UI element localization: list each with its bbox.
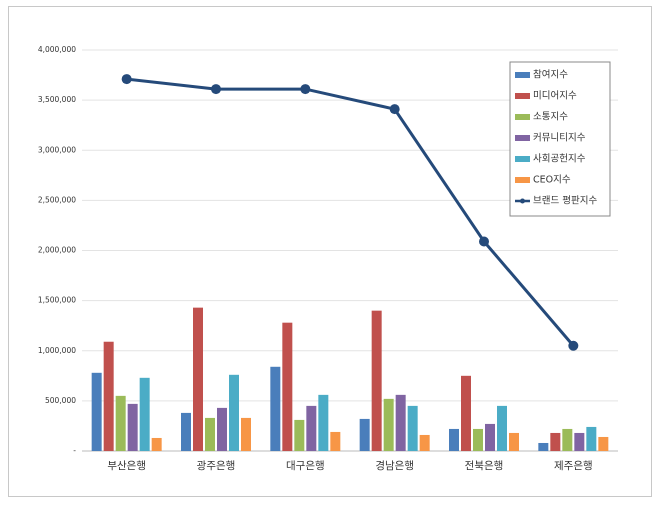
bar — [241, 417, 251, 451]
y-tick-label: 2,000,000 — [38, 246, 76, 255]
bar — [127, 403, 138, 451]
y-tick-label: - — [73, 446, 76, 455]
bar — [229, 374, 239, 451]
legend-label: 참여지수 — [533, 69, 568, 81]
line-point — [300, 84, 311, 95]
line-point — [479, 236, 489, 247]
legend-label: CEO지수 — [533, 175, 571, 186]
bar — [383, 398, 394, 451]
bar — [205, 417, 215, 451]
line — [126, 77, 575, 347]
y-tick-label: 500,000 — [45, 396, 76, 405]
y-tick-label: 1,500,000 — [38, 296, 76, 305]
y-tick-label: 3,000,000 — [38, 145, 76, 154]
legend-swatch — [515, 135, 530, 141]
bar — [371, 310, 382, 451]
x-tick-label: 광주은행 — [197, 460, 236, 472]
bar — [306, 405, 317, 451]
legend-label: 사회공헌지수 — [533, 154, 586, 165]
bar — [407, 405, 418, 451]
bar — [419, 434, 430, 451]
legend-swatch — [515, 177, 530, 183]
bar — [550, 432, 561, 451]
x-tick-label: 대구은행 — [286, 460, 325, 472]
line-point — [121, 74, 132, 85]
legend-label: 커뮤니티지수 — [533, 133, 586, 144]
legend-swatch — [515, 114, 530, 120]
bar — [538, 442, 549, 451]
bar — [461, 375, 471, 451]
bar — [91, 372, 102, 451]
bar — [181, 412, 191, 451]
line-point — [389, 104, 400, 115]
x-tick-label: 제주은행 — [554, 460, 593, 472]
y-tick-label: 2,500,000 — [38, 195, 76, 204]
bar — [193, 307, 203, 451]
y-tick-label: 3,500,000 — [38, 95, 76, 104]
bar — [574, 432, 585, 451]
bar — [473, 428, 483, 451]
bar — [485, 423, 495, 451]
bar — [139, 377, 150, 451]
bar — [330, 431, 341, 451]
bar — [395, 394, 406, 451]
bar — [282, 322, 293, 451]
bar — [359, 418, 370, 451]
bar — [586, 426, 597, 451]
bar — [562, 428, 573, 451]
bar — [318, 394, 329, 451]
legend-label: 미디어지수 — [533, 91, 577, 102]
bar — [217, 407, 227, 451]
line-point — [568, 340, 579, 351]
bar — [115, 395, 126, 451]
y-tick-label: 4,000,000 — [38, 45, 76, 54]
bar — [598, 436, 609, 451]
legend-label: 브랜드 평판지수 — [533, 196, 597, 207]
bar — [294, 419, 305, 451]
bar — [270, 366, 281, 451]
line-point — [211, 84, 221, 95]
bar — [509, 432, 519, 451]
y-tick-label: 1,000,000 — [38, 346, 76, 355]
bar — [449, 428, 459, 451]
x-tick-label: 부산은행 — [107, 460, 146, 472]
bar — [497, 405, 507, 451]
legend-label: 소통지수 — [533, 112, 568, 123]
bar — [103, 341, 114, 451]
legend-dot — [520, 198, 525, 204]
x-tick-label: 전북은행 — [465, 460, 504, 472]
legend-swatch — [515, 156, 530, 162]
bar — [151, 437, 162, 451]
legend-swatch — [515, 72, 530, 78]
legend-swatch — [515, 93, 530, 99]
x-tick-label: 경남은행 — [375, 459, 414, 472]
